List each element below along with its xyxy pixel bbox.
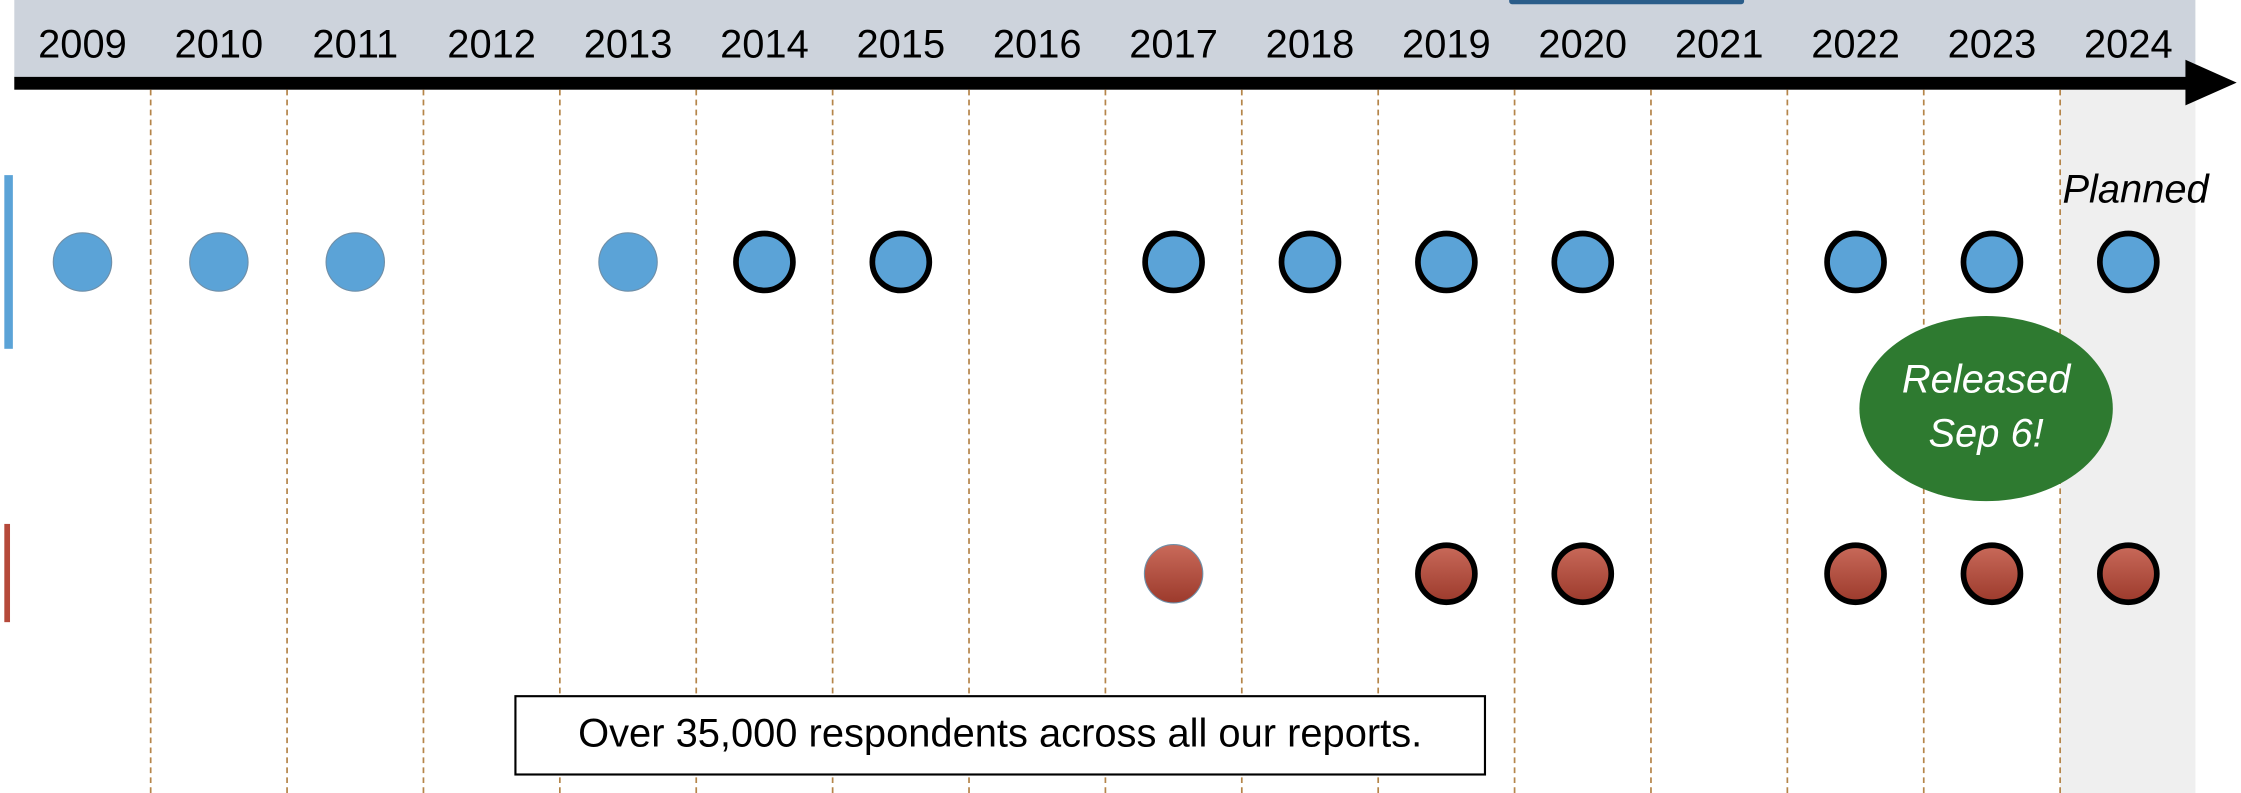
- year-label: 2012: [447, 23, 536, 67]
- year-label: 2017: [1129, 23, 1218, 67]
- dots: [52, 230, 2160, 606]
- year-header-band: [14, 0, 2196, 79]
- release-bubble: [1859, 316, 2113, 502]
- outlined-dot: [1551, 542, 1615, 606]
- year-label: 2009: [38, 23, 127, 67]
- dot: [598, 232, 658, 292]
- year-label: 2022: [1811, 23, 1900, 67]
- outlined-dot: [1824, 230, 1887, 294]
- year-label: 2014: [720, 23, 809, 67]
- year-label: 2011: [312, 23, 398, 67]
- outlined-dot: [1142, 230, 1205, 294]
- row-marker-red: [4, 523, 11, 623]
- year-label: 2016: [993, 23, 1082, 67]
- year-label: 2015: [856, 23, 945, 67]
- outlined-dot: [2097, 230, 2160, 294]
- columns: 2009 2010 2011 2012 2013 2014 2015 2016 2017 2018…: [38, 23, 2173, 793]
- footer-note: Over 35,000 respondents across all our r…: [578, 712, 1422, 756]
- outlined-dot: [733, 230, 796, 294]
- row-marker-blue: [4, 175, 13, 349]
- release-note: Released Sep 6!: [1902, 357, 2072, 455]
- dot: [189, 232, 249, 292]
- year-label: 2010: [175, 23, 264, 67]
- footer-box: [514, 695, 1487, 776]
- year-label: 2021: [1675, 23, 1764, 67]
- outlined-dot: [2097, 542, 2160, 606]
- timeline-arrow-shaft: [14, 76, 2193, 90]
- outlined-dot: [1551, 230, 1615, 294]
- outlined-dot: [1415, 542, 1478, 606]
- planned-label: Planned: [2062, 168, 2210, 212]
- dot: [52, 232, 113, 292]
- year-label: 2023: [1948, 23, 2037, 67]
- dot: [325, 232, 386, 292]
- outlined-dot: [1960, 542, 2024, 606]
- year-label: 2013: [584, 23, 673, 67]
- outlined-dot: [1278, 230, 1342, 294]
- year-label: 2020: [1538, 23, 1627, 67]
- year-label: 2024: [2084, 23, 2173, 67]
- timeline-arrow-head: [2185, 59, 2237, 106]
- outlined-dot: [1415, 230, 1478, 294]
- dot: [1143, 543, 1204, 604]
- outlined-dot: [1824, 542, 1887, 606]
- year-label: 2019: [1402, 23, 1491, 67]
- outlined-dot: [869, 230, 933, 294]
- year-label: 2018: [1266, 23, 1355, 67]
- top-tab: [1509, 0, 1745, 5]
- outlined-dot: [1960, 230, 2024, 294]
